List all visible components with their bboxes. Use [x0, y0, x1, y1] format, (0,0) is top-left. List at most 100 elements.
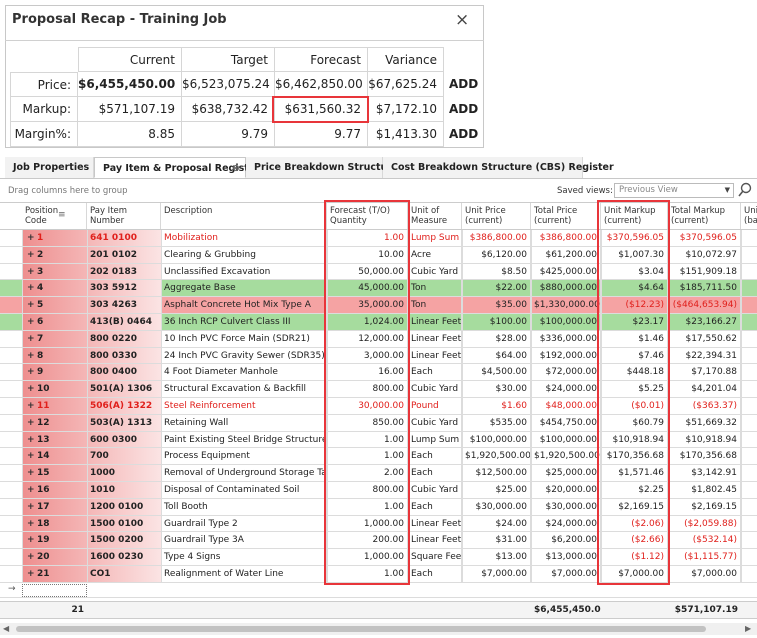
- row-expander[interactable]: +: [27, 333, 35, 344]
- grid-row: [0, 448, 757, 466]
- grid-cell: $4.64: [601, 280, 668, 298]
- row-expander[interactable]: +: [27, 485, 35, 495]
- row-expander[interactable]: +: [27, 501, 35, 512]
- grid-cell: ($363.37): [668, 398, 741, 415]
- grid-cell: ($1,115.77): [668, 549, 741, 566]
- column-header[interactable]: Position Code: [22, 203, 87, 229]
- grid-cell: $370,596.05: [601, 230, 668, 247]
- grid-cell: 1.00: [327, 431, 408, 449]
- grid-cell: 16.00: [327, 364, 408, 382]
- grid-row: [0, 398, 757, 415]
- grid-cell: 5: [37, 300, 44, 311]
- add-button[interactable]: ADD: [449, 102, 479, 116]
- grid-cell: 13: [37, 434, 50, 445]
- grid-cell: 850.00: [327, 414, 408, 432]
- grid-cell: $4,500.00: [462, 364, 531, 382]
- row-expander[interactable]: +: [27, 417, 35, 428]
- scroll-thumb[interactable]: [16, 625, 706, 632]
- grid-row: [0, 381, 757, 398]
- row-expander[interactable]: +: [27, 401, 35, 411]
- grid-cell: Steel Reinforcement: [161, 398, 327, 415]
- column-header[interactable]: Forecast (T/O) Quantity: [327, 203, 408, 229]
- row-expander[interactable]: +: [27, 283, 35, 294]
- grid-cell: Lump Sum: [408, 431, 462, 449]
- row-expander[interactable]: +: [27, 350, 35, 361]
- grid-cell: Paint Existing Steel Bridge Structure: [161, 431, 327, 449]
- column-header[interactable]: Unit Price (current): [462, 203, 531, 229]
- grid-row: [0, 415, 757, 432]
- grid-cell: 2: [37, 249, 44, 260]
- grid-cell: Linear Feet: [408, 347, 462, 365]
- column-header[interactable]: Description: [161, 203, 327, 229]
- row-expander[interactable]: +: [27, 300, 35, 311]
- grid-cell: 1,024.00: [327, 314, 408, 331]
- grid-cell: $1,802.45: [668, 482, 741, 499]
- grid-cell: Type 4 Signs: [161, 549, 327, 566]
- grid-row: [0, 482, 757, 499]
- scroll-right[interactable]: ▶: [745, 623, 752, 633]
- tab[interactable]: Pay Item & Proposal Register ⊗: [94, 157, 260, 178]
- grid-cell: 16: [37, 485, 50, 495]
- column-header[interactable]: Unit of Measure: [408, 203, 462, 229]
- grid-cell: ($2,059.88): [668, 515, 741, 533]
- row-expander[interactable]: +: [27, 552, 35, 563]
- grid-row: [0, 230, 757, 247]
- grid-cell: $448.18: [601, 364, 668, 382]
- column-line: [327, 230, 328, 583]
- search-button[interactable]: [737, 182, 753, 198]
- row-expander[interactable]: +: [27, 518, 35, 529]
- grid-cell: Acre: [408, 246, 462, 264]
- tab[interactable]: Job Properties: [5, 157, 94, 178]
- grid-cell: 202 0183: [90, 266, 137, 277]
- add-button[interactable]: ADD: [449, 77, 479, 91]
- grid-cell: Realignment of Water Line: [161, 566, 327, 583]
- grid-cell: $1,330,000.00: [531, 297, 601, 314]
- column-header[interactable]: Unit Markup (current): [601, 203, 668, 229]
- grid-cell: $170,356.68: [601, 448, 668, 466]
- add-button[interactable]: ADD: [449, 127, 479, 141]
- close-button[interactable]: ×: [455, 10, 470, 30]
- tab[interactable]: Price Breakdown Structure: [246, 157, 398, 178]
- row-code-shade: [22, 448, 161, 465]
- saved-view-dropdown[interactable]: Previous View ▼: [614, 183, 734, 198]
- grid-cell: 303 4263: [90, 300, 137, 311]
- column-header[interactable]: Pay Item Number: [87, 203, 161, 229]
- row-code-shade: [22, 364, 161, 381]
- recap-panel: [5, 5, 484, 148]
- row-expander[interactable]: +: [27, 266, 35, 277]
- row-expander[interactable]: +: [27, 468, 35, 479]
- grid-cell: $64.00: [462, 347, 531, 365]
- row-expander[interactable]: +: [27, 384, 35, 395]
- grid-cell: $100,000.00: [462, 431, 531, 449]
- grid-cell: Unclassified Excavation: [161, 263, 327, 281]
- row-expander[interactable]: +: [27, 317, 35, 327]
- row-expander[interactable]: +: [27, 569, 35, 579]
- row-expander[interactable]: +: [27, 451, 35, 462]
- row-expander[interactable]: +: [27, 249, 35, 260]
- row-expander[interactable]: +: [27, 434, 35, 445]
- column-header[interactable]: Uni (ba: [741, 203, 757, 229]
- scroll-left[interactable]: ◀: [3, 623, 10, 633]
- new-row-focus[interactable]: [22, 583, 87, 597]
- column-line: [87, 230, 88, 583]
- grid-cell: $100.00: [462, 314, 531, 331]
- row-expander[interactable]: +: [27, 535, 35, 546]
- saved-views-label: Saved views:: [557, 186, 613, 196]
- column-line: [408, 230, 409, 583]
- divider: [5, 40, 484, 41]
- grid-cell: $24,000.00: [531, 381, 601, 398]
- grid-cell: 50,000.00: [327, 263, 408, 281]
- footer-total-markup: $571,107.19: [674, 604, 738, 615]
- grid-cell: 1,000.00: [327, 549, 408, 566]
- grid-cell: Retaining Wall: [161, 414, 327, 432]
- row-expander[interactable]: +: [27, 233, 35, 243]
- grid-cell: $22.00: [462, 280, 531, 298]
- column-header[interactable]: Total Markup (current): [668, 203, 741, 229]
- row-code-shade: [22, 498, 161, 515]
- column-header[interactable]: Total Price (current): [531, 203, 601, 229]
- tab-close[interactable]: ⊗: [232, 163, 240, 174]
- grid-cell: 641 0100: [90, 233, 137, 243]
- tab[interactable]: Cost Breakdown Structure (CBS) Register: [383, 157, 614, 178]
- grid-cell: $880,000.00: [531, 280, 601, 298]
- row-expander[interactable]: +: [27, 367, 35, 378]
